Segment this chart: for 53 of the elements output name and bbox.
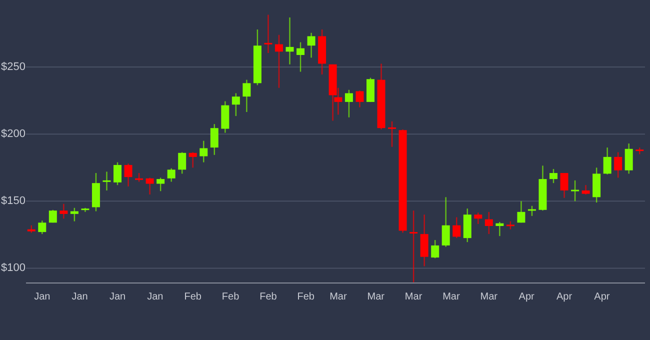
candlestick	[124, 163, 132, 188]
candlestick	[70, 207, 78, 222]
x-tick-label: Apr	[518, 292, 536, 303]
x-tick-label: Jan	[34, 292, 50, 303]
x-tick-label: Apr	[556, 292, 573, 303]
candlestick	[38, 220, 46, 235]
candlestick	[614, 152, 622, 178]
x-tick-label: Mar	[442, 292, 460, 303]
candlestick	[496, 221, 504, 237]
candlestick	[200, 140, 208, 163]
x-tick-label: Jan	[147, 292, 164, 303]
candlestick	[102, 171, 111, 192]
x-tick-label: Apr	[594, 292, 610, 303]
candlestick	[221, 100, 230, 134]
candlestick	[624, 142, 633, 174]
x-tick-label: Feb	[184, 292, 202, 303]
candlestick	[484, 211, 493, 235]
candlestick	[474, 212, 482, 225]
x-tick-label: Feb	[222, 292, 240, 303]
candlestick	[431, 239, 440, 259]
candlestick	[571, 180, 580, 202]
candlestick	[178, 152, 186, 174]
candlestick	[592, 167, 601, 204]
candlestick	[188, 152, 197, 168]
candlestick	[517, 200, 526, 224]
x-tick-label: Mar	[330, 292, 348, 303]
y-tick-label: $150	[1, 195, 26, 208]
y-tick-label: $250	[1, 60, 26, 73]
candlestick	[603, 146, 612, 175]
candlestick	[463, 208, 472, 243]
candlestick	[582, 184, 590, 196]
x-tick-label: Jan	[72, 292, 88, 303]
x-tick-label: Feb	[297, 292, 315, 303]
x-tick-label: Feb	[260, 292, 278, 303]
candlestick	[232, 92, 240, 117]
candlestick	[528, 205, 536, 217]
candlestick	[146, 177, 154, 196]
y-tick-label: $100	[1, 262, 26, 274]
y-tick-label: $200	[1, 128, 26, 140]
x-tick-label: Mar	[367, 292, 386, 303]
candlestick	[60, 203, 68, 220]
candlestick	[549, 168, 558, 184]
candlestick	[442, 196, 450, 248]
x-tick-label: Mar	[480, 292, 498, 303]
candlestick	[167, 168, 176, 182]
candlestick	[48, 209, 57, 224]
candlestick	[114, 162, 122, 186]
candlestick	[452, 216, 461, 239]
x-tick-label: Jan	[109, 292, 126, 303]
candlestick	[210, 123, 218, 156]
candlestick	[156, 177, 165, 192]
x-tick-label: Mar	[404, 292, 423, 303]
candlestick	[560, 172, 568, 198]
